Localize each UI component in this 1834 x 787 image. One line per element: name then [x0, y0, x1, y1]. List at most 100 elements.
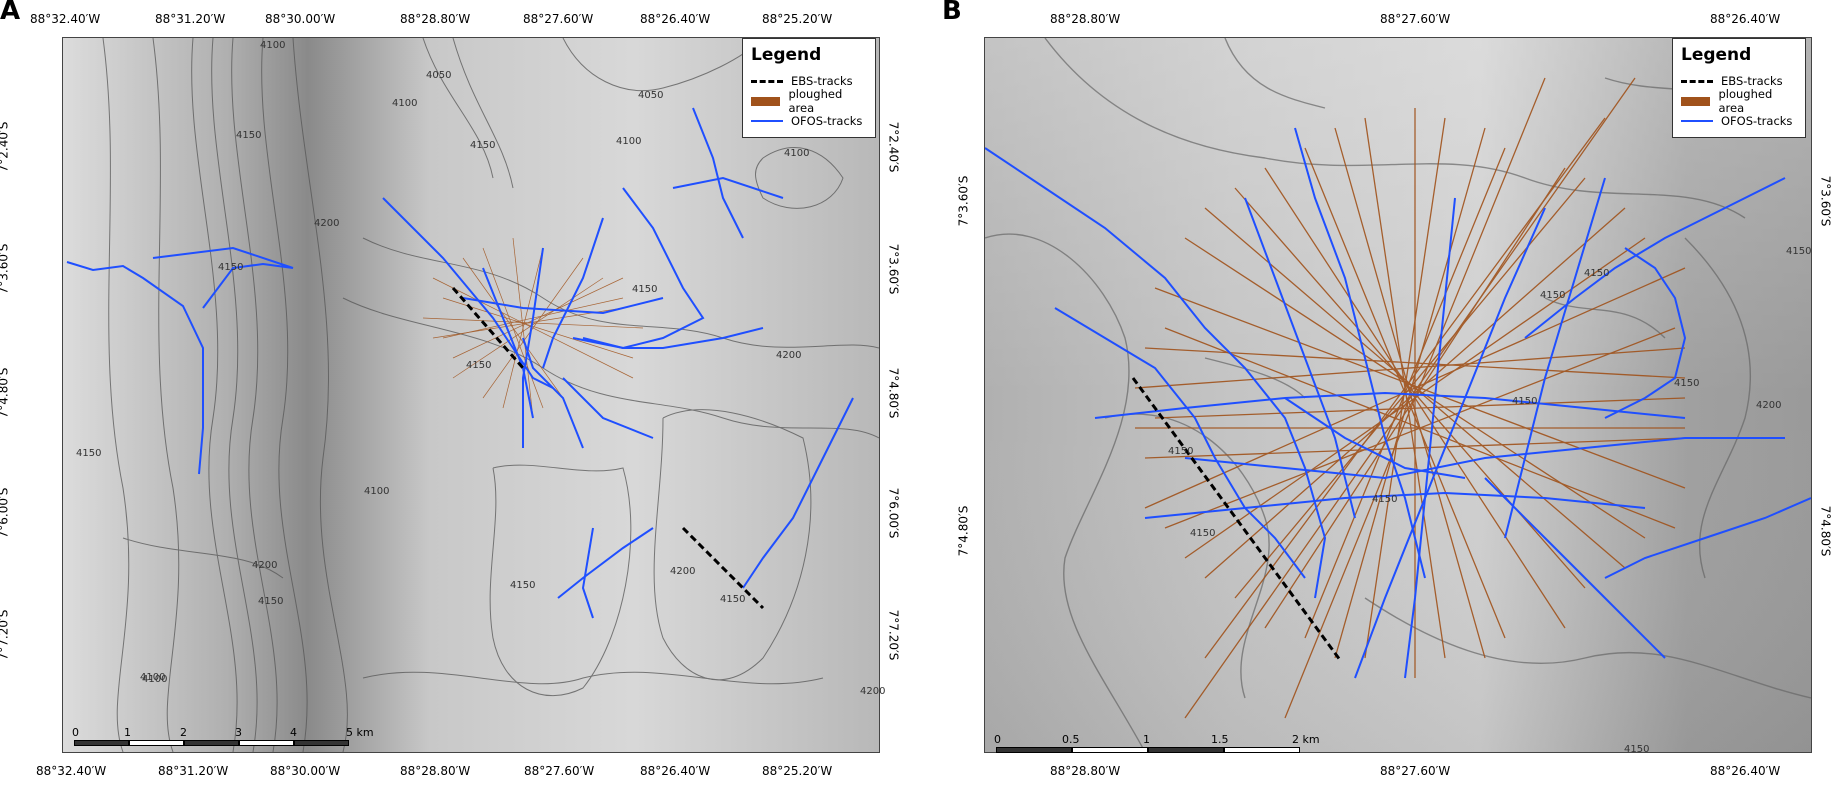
legend-label: OFOS-tracks — [791, 114, 863, 128]
contour-label: 4150 — [1786, 246, 1812, 257]
contour-label: 4150 — [1168, 446, 1194, 457]
contour-label: 4150 — [1512, 396, 1538, 407]
legend-item-ebs: EBS-tracks — [1681, 71, 1795, 91]
right-lat-label: 7°4.80′S — [886, 367, 901, 419]
left-lat-label: 7°7.20′S — [0, 609, 11, 661]
bottom-lon-label: 88°32.40′W — [36, 764, 107, 778]
scale-label: 2 — [180, 726, 187, 739]
left-lat-label: 7°3.60′S — [0, 243, 11, 295]
contour-label: 4200 — [860, 686, 886, 697]
left-lat-label: 7°4.80′S — [956, 505, 971, 557]
bottom-lon-label: 88°27.60′W — [1380, 764, 1451, 778]
contour-label: 4200 — [314, 218, 340, 229]
contour-label: 4200 — [252, 560, 278, 571]
contour-label: 4150 — [1584, 268, 1610, 279]
contour-label: 4150 — [258, 596, 284, 607]
bottom-lon-label: 88°28.80′W — [1050, 764, 1121, 778]
contour-label: 4050 — [426, 70, 452, 81]
legend-b: Legend EBS-tracks ploughed area OFOS-tra… — [1672, 38, 1806, 138]
scale-label: 4 — [290, 726, 297, 739]
contour-label: 4200 — [776, 350, 802, 361]
legend-item-ofos: OFOS-tracks — [1681, 111, 1795, 131]
contour-label: 4150 — [1624, 744, 1650, 755]
contour-label: 4200 — [1756, 400, 1782, 411]
contour-label: 4150 — [466, 360, 492, 371]
left-lat-label: 7°6.00′S — [0, 487, 11, 539]
scale-segment — [996, 747, 1072, 753]
contour-label: 4150 — [1540, 290, 1566, 301]
left-lat-label: 7°3.60′S — [956, 175, 971, 227]
bathymetry-map-a — [62, 37, 880, 753]
right-lat-label: 7°3.60′S — [1818, 175, 1833, 227]
legend-title: Legend — [751, 45, 822, 65]
top-lon-label: 88°26.40′W — [1710, 12, 1781, 26]
contour-label: 4150 — [76, 448, 102, 459]
top-lon-label: 88°26.40′W — [640, 12, 711, 26]
ebs-track-symbol — [1681, 79, 1713, 83]
scale-label: 0.5 — [1062, 733, 1080, 746]
contour-label: 4200 — [670, 566, 696, 577]
top-lon-label: 88°32.40′W — [30, 12, 101, 26]
scale-label: 5 km — [346, 726, 374, 739]
top-lon-label: 88°31.20′W — [155, 12, 226, 26]
scale-segment — [1148, 747, 1224, 753]
ebs-track-symbol — [751, 79, 783, 83]
contour-label: 4150 — [218, 262, 244, 273]
legend-label: EBS-tracks — [791, 74, 853, 88]
right-lat-label: 7°6.00′S — [886, 487, 901, 539]
top-lon-label: 88°28.80′W — [400, 12, 471, 26]
right-lat-label: 7°4.80′S — [1818, 505, 1833, 557]
bottom-lon-label: 88°26.40′W — [640, 764, 711, 778]
scale-segment — [294, 740, 349, 746]
legend-label: EBS-tracks — [1721, 74, 1783, 88]
ploughed-area-symbol — [1681, 96, 1711, 106]
contour-label: 4100 — [616, 136, 642, 147]
contour-label: 4150 — [1674, 378, 1700, 389]
legend-item-plough: ploughed area — [751, 87, 865, 115]
legend-label: ploughed area — [788, 87, 843, 115]
legend-a: Legend EBS-tracks ploughed area OFOS-tra… — [742, 38, 876, 138]
contour-label: 4100 — [260, 40, 286, 51]
scale-bar-b: 0 0.5 1 1.5 2 km — [994, 733, 1324, 757]
scale-bar-a: 0 1 2 3 4 5 km — [72, 726, 374, 750]
ofos-track-symbol — [751, 120, 783, 122]
scale-label: 1 — [124, 726, 131, 739]
bathymetry-map-b — [984, 37, 1812, 753]
contour-label: 4150 — [1190, 528, 1216, 539]
bottom-lon-label: 88°28.80′W — [400, 764, 471, 778]
bottom-lon-label: 88°31.20′W — [158, 764, 229, 778]
scale-segment — [1224, 747, 1300, 753]
bottom-lon-label: 88°25.20′W — [762, 764, 833, 778]
contour-label: 4100 — [140, 672, 166, 683]
left-lat-label: 7°4.80′S — [0, 367, 11, 419]
legend-item-plough: ploughed area — [1681, 87, 1795, 115]
scale-label: 0 — [994, 733, 1001, 746]
scale-segment — [129, 740, 184, 746]
scale-segment — [239, 740, 294, 746]
scale-segment — [1072, 747, 1148, 753]
scale-label: 0 — [72, 726, 79, 739]
top-lon-label: 88°27.60′W — [1380, 12, 1451, 26]
bottom-lon-label: 88°27.60′W — [524, 764, 595, 778]
scale-label: 2 km — [1292, 733, 1320, 746]
ofos-track-symbol — [1681, 120, 1713, 122]
legend-item-ebs: EBS-tracks — [751, 71, 865, 91]
contour-label: 4150 — [470, 140, 496, 151]
contour-label: 4100 — [784, 148, 810, 159]
legend-label: ploughed area — [1718, 87, 1773, 115]
contour-label: 4150 — [1372, 494, 1398, 505]
contour-label: 4100 — [142, 674, 168, 685]
top-lon-label: 88°27.60′W — [523, 12, 594, 26]
right-lat-label: 7°2.40′S — [886, 121, 901, 173]
panel-letter-b: B — [942, 0, 962, 26]
bottom-lon-label: 88°30.00′W — [270, 764, 341, 778]
right-lat-label: 7°3.60′S — [886, 243, 901, 295]
contour-label: 4150 — [510, 580, 536, 591]
contour-label: 4100 — [392, 98, 418, 109]
scale-label: 1.5 — [1211, 733, 1229, 746]
scale-segment — [74, 740, 129, 746]
contour-label: 4100 — [364, 486, 390, 497]
top-lon-label: 88°30.00′W — [265, 12, 336, 26]
contour-label: 4150 — [632, 284, 658, 295]
contour-label: 4050 — [638, 90, 664, 101]
